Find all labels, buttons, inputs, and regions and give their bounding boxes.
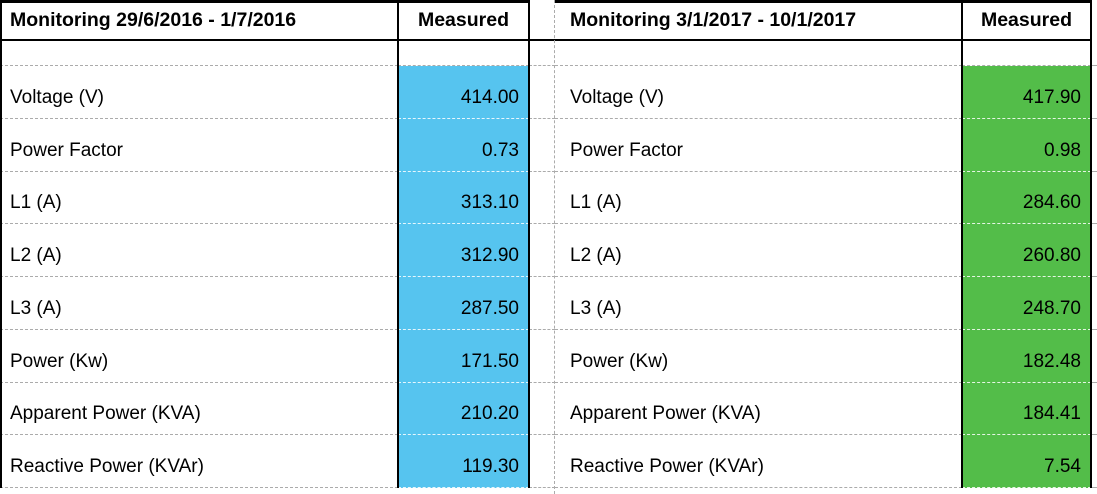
parameter-label-cell[interactable]: L1 (A) [555,172,962,225]
right-measured-header[interactable]: Measured [980,8,1073,31]
edge-sliver [1091,330,1097,383]
gap-cell [529,40,555,66]
edge-sliver [1091,172,1097,225]
table-separator-dashed-line [554,0,555,494]
gap-cell [529,119,555,172]
edge-sliver [1091,277,1097,330]
parameter-label-cell[interactable]: Reactive Power (KVAr) [0,435,398,488]
gap-cell [529,435,555,488]
blank-cell[interactable] [962,40,1091,66]
edge-sliver [1091,119,1097,172]
gap-cell [529,66,555,119]
measured-value-cell[interactable]: 260.80 [962,224,1091,277]
edge-sliver [1091,435,1097,488]
gap-cell [529,330,555,383]
measured-value-cell[interactable]: 248.70 [962,277,1091,330]
parameter-label-cell[interactable]: Voltage (V) [555,66,962,119]
gap-cell [529,172,555,225]
measured-value-cell[interactable]: 417.90 [962,66,1091,119]
top-border-right-table [555,0,1092,3]
measured-value-cell[interactable]: 414.00 [398,66,529,119]
table-row: Voltage (V) 414.00 Voltage (V) 417.90 [0,66,1097,119]
header-bottom-border [0,38,1092,41]
edge-sliver [1091,66,1097,119]
parameter-label-cell[interactable]: Power (Kw) [555,330,962,383]
left-measured-right-border [528,0,530,488]
parameter-label-cell[interactable]: L1 (A) [0,172,398,225]
header-row: Monitoring 29/6/2016 - 1/7/2016 Measured… [0,0,1097,40]
measured-value-cell[interactable]: 0.73 [398,118,529,172]
measured-value-cell[interactable]: 7.54 [962,435,1091,488]
edge-sliver [1091,224,1097,277]
measured-value-cell[interactable]: 287.50 [398,277,529,330]
parameter-label-cell[interactable]: Power (Kw) [0,330,398,383]
parameter-label-cell[interactable]: L2 (A) [0,224,398,277]
measured-value-cell[interactable]: 312.90 [398,224,529,277]
parameter-label-cell[interactable]: Apparent Power (KVA) [0,383,398,436]
parameter-label-cell[interactable]: L3 (A) [0,277,398,330]
measured-value-cell[interactable]: 210.20 [398,382,529,436]
left-table-title[interactable]: Monitoring 29/6/2016 - 1/7/2016 [10,8,297,31]
parameter-label-cell[interactable]: Reactive Power (KVAr) [555,435,962,488]
blank-row [0,40,1097,66]
measured-value-cell[interactable]: 284.60 [962,171,1091,225]
left-measured-header[interactable]: Measured [417,8,510,31]
table-row: Reactive Power (KVAr) 119.30 Reactive Po… [0,435,1097,488]
table-row: L1 (A) 313.10 L1 (A) 284.60 [0,171,1097,225]
right-measured-right-border [1090,0,1092,488]
parameter-label-cell[interactable]: Apparent Power (KVA) [555,383,962,436]
edge-sliver [1091,383,1097,436]
gap-cell [529,277,555,330]
data-rows: Voltage (V) 414.00 Voltage (V) 417.90 Po… [0,66,1097,488]
blank-cell[interactable] [555,40,962,66]
measured-value-cell[interactable]: 0.98 [962,118,1091,172]
blank-cell[interactable] [398,40,529,66]
parameter-label-cell[interactable]: Voltage (V) [0,66,398,119]
parameter-label-cell[interactable]: Power Factor [0,119,398,172]
top-border-left-table [0,0,530,3]
measured-value-cell[interactable]: 119.30 [398,435,529,488]
parameter-label-cell[interactable]: L2 (A) [555,224,962,277]
gap-cell [529,383,555,436]
table-row: Apparent Power (KVA) 210.20 Apparent Pow… [0,382,1097,436]
measured-value-cell[interactable]: 171.50 [398,329,529,383]
edge-sliver [1091,40,1097,66]
table-row: Power Factor 0.73 Power Factor 0.98 [0,118,1097,172]
right-table-title[interactable]: Monitoring 3/1/2017 - 10/1/2017 [570,8,857,31]
parameter-label-cell[interactable]: Power Factor [555,119,962,172]
gap-cell [529,224,555,277]
table-row: Power (Kw) 171.50 Power (Kw) 182.48 [0,329,1097,383]
measured-value-cell[interactable]: 182.48 [962,329,1091,383]
table-row: L3 (A) 287.50 L3 (A) 248.70 [0,277,1097,330]
gap-cell [529,0,555,40]
parameter-label-cell[interactable]: L3 (A) [555,277,962,330]
left-edge-border [0,0,2,488]
table-row: L2 (A) 312.90 L2 (A) 260.80 [0,224,1097,277]
measured-value-cell[interactable]: 184.41 [962,382,1091,436]
left-measured-left-border [397,0,399,488]
right-measured-left-border [961,0,963,488]
blank-cell[interactable] [0,40,398,66]
measured-value-cell[interactable]: 313.10 [398,171,529,225]
